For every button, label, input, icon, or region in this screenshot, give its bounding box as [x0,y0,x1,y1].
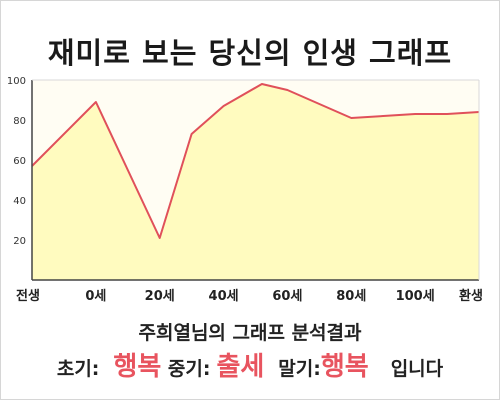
x-tick-label: 80세 [336,289,366,304]
early-label: 초기: [56,358,100,380]
x-tick-label: 20세 [145,289,175,304]
x-tick-label: 100세 [396,289,435,304]
y-tick-label: 100 [7,76,26,87]
y-axis-ticks: 20 40 60 80 100 [7,76,26,247]
early-value: 행복 [113,352,162,382]
y-tick-label: 80 [13,116,26,127]
result-suffix: 입니다 [390,358,444,380]
x-tick-label: 0세 [85,289,106,304]
analysis-result: 초기: 행복 중기: 출세 말기:행복 입니다 [0,346,500,383]
x-tick-label: 40세 [209,289,239,304]
y-tick-label: 40 [13,196,26,207]
x-tick-label: 환생 [459,288,483,304]
x-tick-label: 60세 [272,289,302,304]
life-area-fill [32,84,479,280]
analysis-subtitle: 주희열님의 그래프 분석결과 [138,322,362,344]
x-axis-ticks: 전생 0세 20세 40세 60세 80세 100세 환생 [16,288,483,304]
life-line [31,83,480,239]
y-tick-label: 60 [13,156,26,167]
y-tick-label: 20 [13,236,26,247]
chart-title: 재미로 보는 당신의 인생 그래프 [47,36,453,70]
mid-value: 출세 [216,352,265,382]
late-value: 행복 [320,352,369,382]
mid-label: 중기: [167,358,211,380]
x-tick-label: 전생 [16,288,40,304]
late-label: 말기: [278,358,321,380]
